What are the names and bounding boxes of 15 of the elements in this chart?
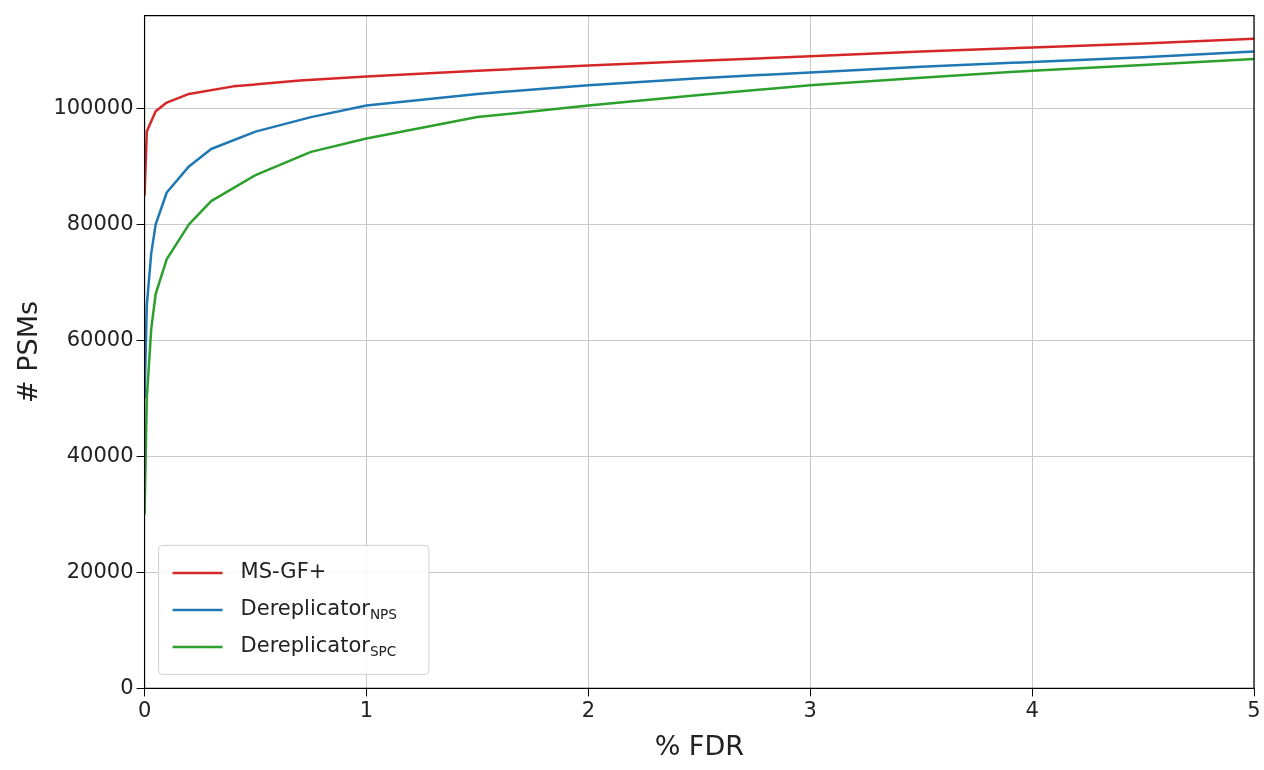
y-tick-label: 40000	[66, 442, 134, 467]
x-tick-label: 3	[803, 698, 817, 723]
y-tick-label: 0	[120, 674, 134, 699]
x-tick-label: 2	[581, 698, 596, 723]
legend-label: MS-GF+	[240, 559, 327, 584]
x-tick-label: 1	[359, 698, 374, 723]
y-tick-label: 80000	[66, 210, 134, 235]
x-axis-title: % FDR	[654, 729, 744, 761]
y-axis-title: # PSMs	[12, 301, 44, 403]
y-tick-label: 60000	[66, 326, 134, 351]
y-tick-label: 100000	[53, 94, 134, 119]
x-tick-label: 4	[1025, 698, 1039, 723]
x-tick-label: 5	[1247, 698, 1261, 723]
x-tick-label: 0	[137, 698, 152, 723]
y-tick-label: 20000	[66, 558, 134, 583]
